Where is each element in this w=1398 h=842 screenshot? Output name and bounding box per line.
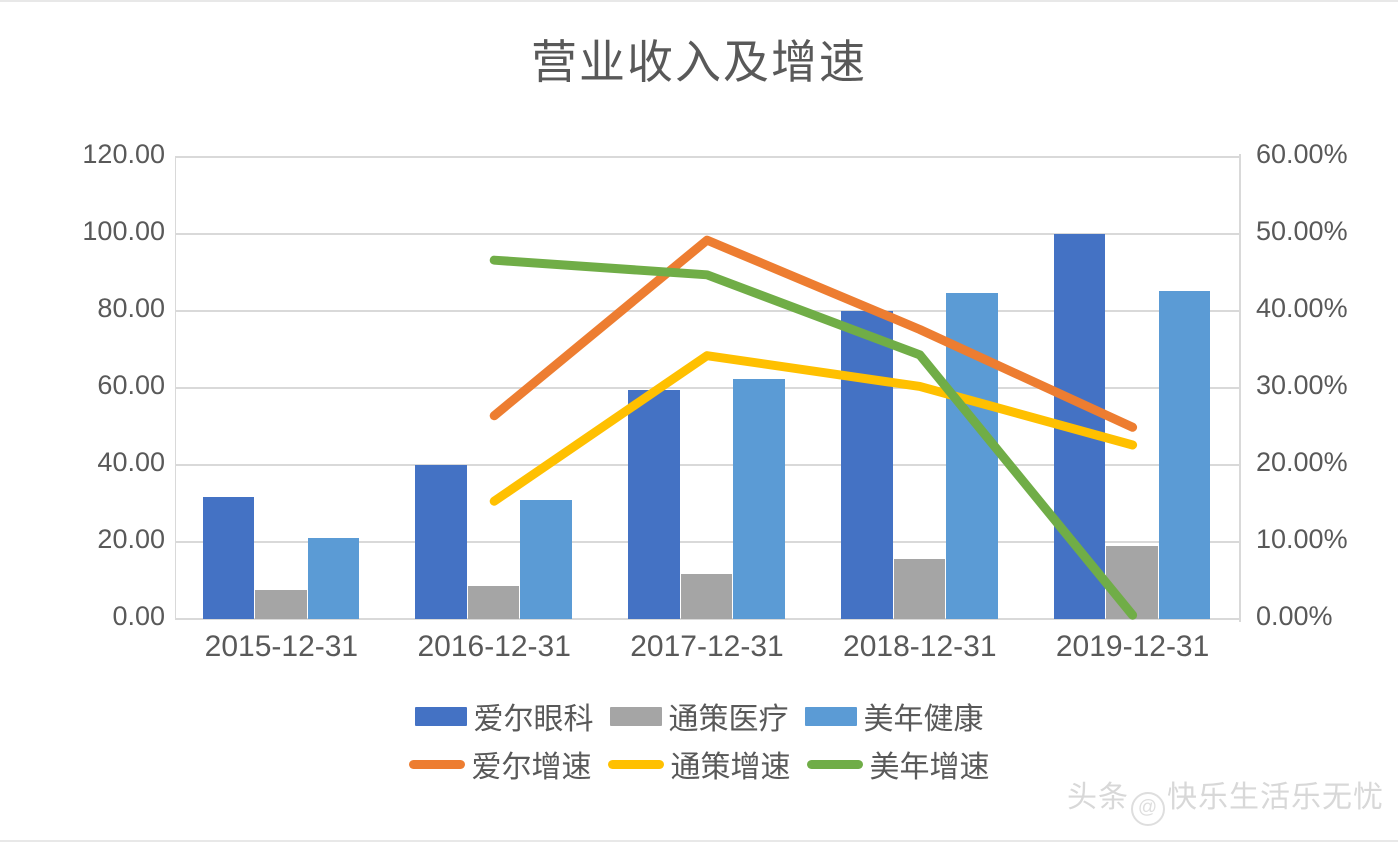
gridline [175, 233, 1239, 235]
line-series [489, 351, 1138, 506]
line-series [489, 235, 1138, 432]
bar [893, 559, 946, 619]
legend-bar-swatch-icon [609, 706, 662, 726]
bar [733, 379, 785, 619]
bar [202, 496, 255, 619]
at-symbol-icon: @ [1131, 792, 1165, 826]
left-axis-tick-label: 120.00 [82, 139, 165, 169]
right-axis-tick-label: 50.00% [1256, 216, 1348, 246]
legend-label: 美年增速 [869, 751, 990, 784]
gridline [175, 156, 1239, 158]
category-axis-label: 2017-12-31 [630, 630, 784, 663]
left-axis-tick-label: 0.00 [112, 601, 165, 631]
bar [415, 465, 467, 619]
legend-item[interactable]: 通策增速 [607, 742, 791, 786]
bar [520, 500, 572, 619]
left-axis-tick-label: 40.00 [97, 447, 165, 477]
bar [841, 310, 893, 619]
left-axis-tick-label: 80.00 [97, 293, 165, 323]
bar [628, 389, 680, 619]
legend-label: 美年健康 [863, 703, 984, 736]
legend-label: 通策增速 [670, 751, 791, 784]
right-axis-line [1239, 154, 1241, 622]
legend-row-bars: 爱尔眼科 通策医疗 美年健康 [0, 692, 1398, 740]
legend-item[interactable]: 爱尔眼科 [414, 694, 594, 738]
legend-line-swatch-icon [806, 759, 863, 769]
plot-area [175, 156, 1239, 620]
gridline [175, 464, 1239, 466]
bar [680, 574, 733, 619]
category-axis-label: 2019-12-31 [1055, 630, 1210, 663]
left-axis-tick-label: 100.00 [82, 216, 165, 246]
legend-item[interactable]: 美年健康 [804, 694, 984, 738]
legend-label: 爱尔增速 [471, 751, 592, 784]
right-axis-tick-label: 60.00% [1256, 139, 1348, 169]
category-axis-label: 2016-12-31 [417, 630, 571, 663]
left-axis-tick-label: 60.00 [97, 370, 165, 400]
legend-bar-swatch-icon [414, 706, 467, 726]
legend-item[interactable]: 美年增速 [806, 742, 990, 786]
right-axis-tick-label: 40.00% [1256, 293, 1348, 323]
right-axis-tick-label: 0.00% [1256, 601, 1333, 631]
legend-label: 爱尔眼科 [473, 703, 594, 736]
legend-line-swatch-icon [607, 759, 664, 769]
left-axis-tick-label: 20.00 [97, 524, 165, 554]
right-percent-axis: 0.00% 10.00% 20.00% 30.00% 40.00% 50.00% 60.00… [1256, 2, 1398, 840]
chart-title: 营业收入及增速 [531, 36, 867, 88]
right-axis-tick-label: 20.00% [1256, 447, 1348, 477]
legend-label: 通策医疗 [668, 703, 789, 736]
bar [467, 585, 520, 619]
category-axis-label: 2015-12-31 [204, 630, 359, 663]
legend-item[interactable]: 通策医疗 [609, 694, 789, 738]
bar [1106, 546, 1158, 619]
chart-legend: 爱尔眼科 通策医疗 美年健康 爱尔增速 通策增速 美年增速 [0, 692, 1398, 788]
gridline [175, 310, 1239, 312]
bar [1158, 290, 1211, 619]
left-value-axis: 0.00 20.00 40.00 60.00 80.00 100.00 120.00 [20, 2, 165, 840]
right-axis-tick-label: 30.00% [1256, 370, 1348, 400]
legend-bar-swatch-icon [804, 706, 857, 726]
bar [255, 590, 307, 619]
right-axis-tick-label: 10.00% [1256, 524, 1348, 554]
line-series [489, 255, 1138, 620]
legend-row-lines: 爱尔增速 通策增速 美年增速 [0, 740, 1398, 788]
legend-line-swatch-icon [408, 759, 465, 769]
gridline [175, 387, 1239, 389]
gridline [175, 541, 1239, 543]
line-series-layer [489, 235, 1138, 620]
watermark-suffix: 快乐生活乐无忧 [1167, 781, 1384, 814]
category-axis-label: 2018-12-31 [843, 630, 997, 663]
watermark-prefix: 头条 [1067, 781, 1129, 814]
bar [307, 538, 360, 619]
gridline [175, 618, 1239, 620]
legend-item[interactable]: 爱尔增速 [408, 742, 592, 786]
watermark: 头条 @ 快乐生活乐无忧 [1067, 772, 1384, 826]
